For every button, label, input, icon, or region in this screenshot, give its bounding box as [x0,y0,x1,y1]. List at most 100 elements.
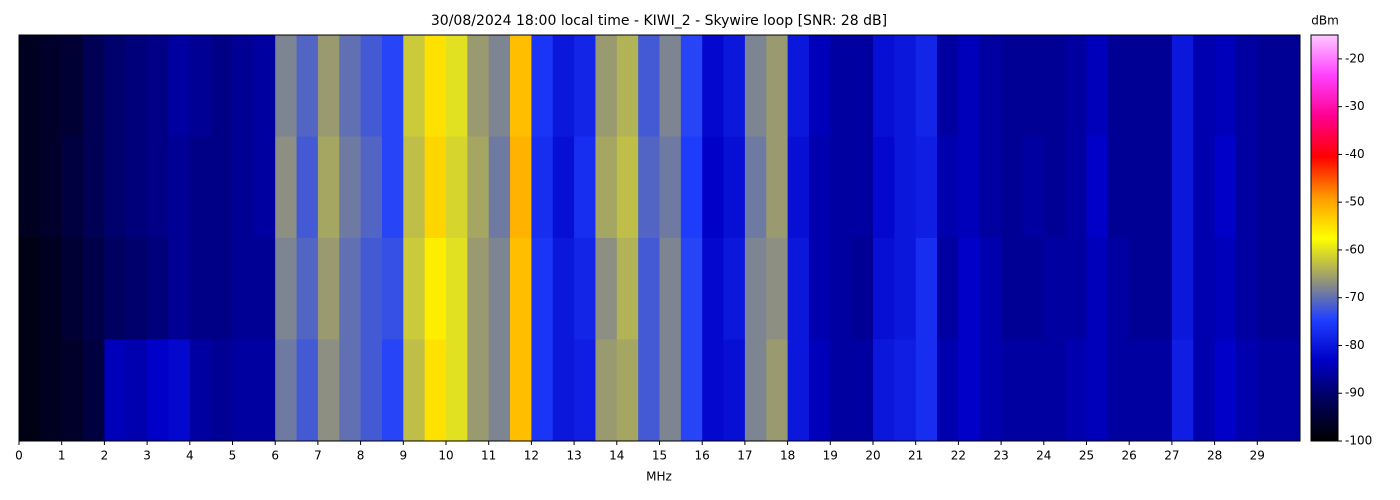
heatmap-cell [1150,339,1173,442]
heatmap-cell [851,35,874,137]
chart-title: 30/08/2024 18:00 local time - KIWI_2 - S… [431,13,887,29]
heatmap-cell [873,339,895,442]
heatmap-cell [232,136,255,239]
heatmap-cell [40,339,63,442]
heatmap-cell [1001,339,1023,442]
heatmap-cell [61,35,84,137]
x-tick-label: 21 [908,449,923,463]
heatmap-cell [83,136,105,239]
heatmap-cell [531,339,554,442]
heatmap-cell [339,339,361,442]
heatmap-cell [659,339,682,442]
heatmap-cell [446,339,468,442]
colorbar-tick-label: -70 [1345,290,1365,304]
heatmap-cell [1171,339,1194,442]
heatmap-cell [104,35,127,137]
heatmap-cell [211,35,233,137]
heatmap-cell [168,136,191,239]
heatmap-cell [1022,136,1045,239]
heatmap-cell [894,35,917,137]
heatmap-cell [680,35,703,137]
heatmap-cell [296,238,319,340]
heatmap-cell [1278,238,1301,340]
heatmap-cell [638,136,660,239]
heatmap-cell [616,339,639,442]
x-tick-label: 1 [58,449,66,463]
x-tick-label: 9 [399,449,407,463]
heatmap-cell [531,136,554,239]
heatmap-cell [168,339,191,442]
heatmap-cell [595,238,618,340]
heatmap-cell [958,136,981,239]
heatmap-cell [104,238,127,340]
heatmap-cell [83,238,105,340]
heatmap-cell [467,238,490,340]
heatmap-cell [317,35,340,137]
heatmap-cell [766,339,788,442]
heatmap-cell [958,238,981,340]
heatmap-cell [1043,238,1066,340]
heatmap-cell [360,136,383,239]
colorbar-tick-label: -60 [1345,242,1365,256]
heatmap-cell [467,35,490,137]
heatmap-cell [1001,238,1023,340]
heatmap-cell [1129,35,1151,137]
heatmap-cell [1214,238,1237,340]
heatmap-cell [744,35,767,137]
heatmap-cell [381,339,404,442]
heatmap-cell [61,238,84,340]
heatmap-cell [19,35,41,137]
heatmap-cell [403,238,426,340]
heatmap-cell [1257,238,1280,340]
heatmap-cell [360,339,383,442]
heatmap-cell [702,238,724,340]
heatmap-cell [1171,136,1194,239]
heatmap-cell [317,136,340,239]
x-tick-label: 0 [15,449,23,463]
heatmap-cell [1150,238,1173,340]
heatmap-cell [40,238,63,340]
heatmap-cell [253,136,276,239]
heatmap-cell [40,136,63,239]
heatmap-cell [552,35,575,137]
heatmap-cell [894,339,917,442]
heatmap-cell [808,238,831,340]
heatmap-cell [1065,339,1087,442]
heatmap-cell [830,238,853,340]
heatmap-cell [83,35,105,137]
heatmap-cell [1193,339,1215,442]
x-tick-label: 6 [271,449,279,463]
heatmap-cell [147,136,169,239]
heatmap-cell [125,238,148,340]
heatmap-cell [702,339,724,442]
heatmap-cell [1043,136,1066,239]
heatmap-cell [915,136,938,239]
colorbar-tick-label: -20 [1345,51,1365,65]
heatmap-cell [830,339,853,442]
heatmap-cell [1065,238,1087,340]
heatmap-cell [1086,136,1109,239]
heatmap-cell [104,339,127,442]
heatmap-cell [808,339,831,442]
heatmap-cell [552,339,575,442]
colorbar-tick-label: -30 [1345,99,1365,113]
colorbar-tick-label: -50 [1345,195,1365,209]
heatmap-cell [723,35,746,137]
heatmap-cell [19,339,41,442]
colorbar-label: dBm [1311,14,1339,28]
heatmap-cell [787,238,810,340]
heatmap-cell [1171,35,1194,137]
heatmap-cell [702,136,724,239]
heatmap-cell [467,136,490,239]
heatmap-cell [808,35,831,137]
heatmap-cell [189,339,212,442]
heatmap-cell [211,238,233,340]
colorbar-tick-label: -100 [1345,434,1372,448]
heatmap-cell [830,35,853,137]
heatmap-cell [1150,136,1173,239]
heatmap-cell [275,35,297,137]
heatmap-cell [1235,136,1258,239]
x-tick-label: 26 [1122,449,1137,463]
heatmap-cell [723,238,746,340]
